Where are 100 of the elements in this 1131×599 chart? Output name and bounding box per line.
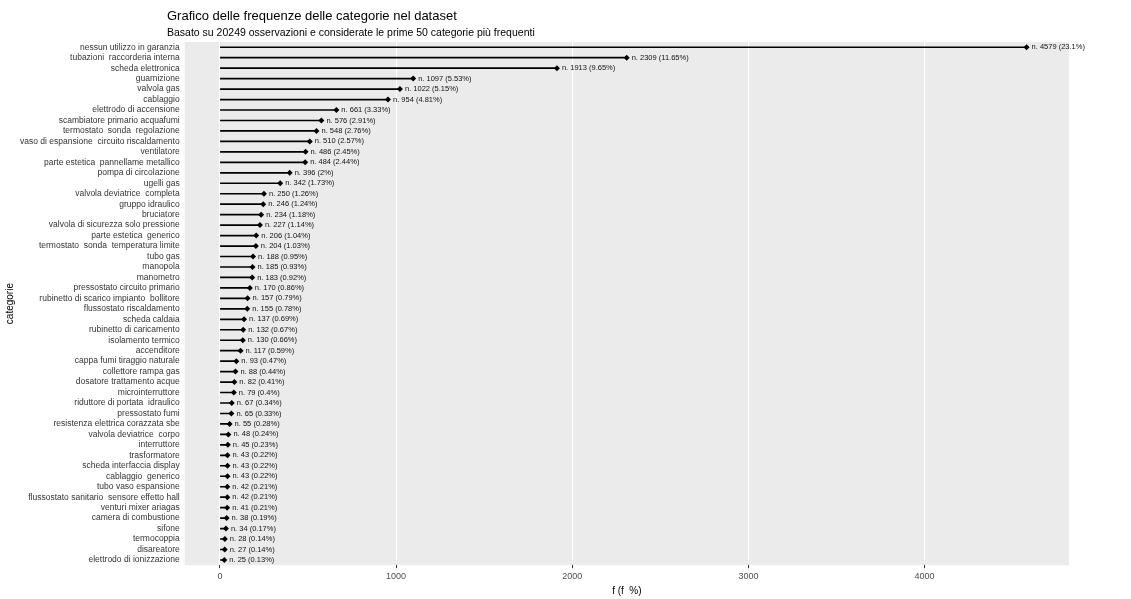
point xyxy=(258,211,265,218)
y-tick-label: manometro xyxy=(136,271,180,282)
y-tick-label: manopola xyxy=(142,261,180,272)
point xyxy=(260,201,267,208)
point xyxy=(553,65,560,72)
y-tick-label: termostato sonda regolazione xyxy=(62,125,180,136)
point xyxy=(226,420,233,427)
y-tick-label: isolamento termico xyxy=(108,334,180,345)
x-axis-title: f (f %) xyxy=(612,584,642,596)
point xyxy=(286,169,293,176)
y-tick-label: gruppo idraulico xyxy=(119,198,180,209)
x-tick-label: 1000 xyxy=(386,571,407,582)
point xyxy=(253,232,260,239)
point xyxy=(240,326,247,333)
point xyxy=(228,410,235,417)
x-tick-label: 0 xyxy=(217,571,223,582)
y-tick-label: camera di combustione xyxy=(91,512,180,523)
y-tick-label: dosatore trattamento acque xyxy=(75,376,180,387)
point xyxy=(623,54,630,61)
y-tick-label: tubazioni raccorderia interna xyxy=(70,52,180,63)
y-tick-label: flussostato sanitario sensore effetto hall xyxy=(28,491,180,502)
point xyxy=(252,243,259,250)
point xyxy=(302,148,309,155)
y-tick-label: disareatore xyxy=(137,543,180,554)
y-axis-title: categorie xyxy=(3,282,15,325)
chart-subtitle: Basato su 20249 osservazioni e considerate le prime 50 categorie più frequenti xyxy=(167,26,535,38)
point xyxy=(224,473,231,480)
y-tick-label: parte estetica pannellame metallico xyxy=(44,156,180,167)
point xyxy=(237,347,244,354)
point xyxy=(244,305,251,312)
y-tick-label: scambiatore primario acquafumi xyxy=(58,114,180,125)
point xyxy=(224,462,231,469)
y-tick-label: collettore rampa gas xyxy=(102,365,180,376)
point xyxy=(230,389,237,396)
y-tick-label: rubinetto di caricamento xyxy=(88,324,180,335)
point xyxy=(333,107,340,114)
y-tick-label: pressostato circuito primario xyxy=(73,282,180,293)
y-tick-label: ventilatore xyxy=(140,146,180,157)
point xyxy=(246,284,253,291)
y-tick-label: scheda interfaccia display xyxy=(82,460,181,471)
point xyxy=(228,400,235,407)
chart-title: Grafico delle frequenze delle categorie nel dataset xyxy=(167,8,457,23)
y-tick-label: guarnizione xyxy=(135,72,180,83)
point xyxy=(244,295,251,302)
y-tick-label: accenditore xyxy=(135,345,180,356)
y-tick-label: vaso di espansione circuito riscaldamento xyxy=(19,135,180,146)
point xyxy=(225,431,232,438)
point xyxy=(396,86,403,93)
point xyxy=(306,138,313,145)
point xyxy=(318,117,325,124)
x-tick-label: 2000 xyxy=(562,571,583,582)
y-tick-label: bruciatore xyxy=(141,209,180,219)
y-tick-label: parte estetica generico xyxy=(91,229,180,240)
y-tick-label: elettrodo di ionizzazione xyxy=(88,554,180,565)
y-tick-label: valvola gas xyxy=(137,83,180,94)
y-tick-label: interruttore xyxy=(138,439,180,450)
point xyxy=(224,483,231,490)
y-tick-label: flussostato riscaldamento xyxy=(83,303,180,314)
y-tick-label: valvola deviatrice completa xyxy=(75,188,180,199)
point xyxy=(256,222,263,229)
point xyxy=(313,127,320,134)
point xyxy=(249,274,256,281)
x-tick-label: 4000 xyxy=(914,571,935,582)
y-tick-label: scheda elettronica xyxy=(110,62,180,73)
point xyxy=(302,159,309,166)
point xyxy=(250,253,257,260)
point xyxy=(249,263,256,270)
y-tick-label: cappa fumi tiraggio naturale xyxy=(74,355,180,366)
point xyxy=(410,75,417,82)
point xyxy=(239,337,246,344)
point xyxy=(224,504,231,511)
point xyxy=(241,316,248,323)
y-tick-label: venturi mixer ariagas xyxy=(100,501,180,512)
y-tick-label: pressostato fumi xyxy=(117,407,180,418)
y-tick-label: elettrodo di accensione xyxy=(92,104,180,115)
point xyxy=(224,494,231,501)
y-tick-label: rubinetto di scarico impianto bollitore xyxy=(39,292,180,303)
x-tick-label: 3000 xyxy=(738,571,759,582)
y-tick-label: cablaggio generico xyxy=(105,470,180,481)
y-tick-label: pompa di circolazione xyxy=(97,167,180,178)
y-tick-label: tubo gas xyxy=(147,250,180,261)
y-tick-label: sifone xyxy=(157,522,180,533)
point xyxy=(231,379,238,386)
y-tick-label: termocoppia xyxy=(132,533,180,544)
y-tick-label: nessun utilizzo in garanzia xyxy=(79,41,180,52)
point xyxy=(224,452,231,459)
y-tick-label: tubo vaso espansione xyxy=(96,481,180,492)
point xyxy=(1023,44,1030,51)
y-tick-label: resistenza elettrica corazzata sbe xyxy=(53,418,180,429)
y-tick-label: termostato sonda temperatura limite xyxy=(38,240,180,251)
point xyxy=(233,358,240,365)
y-tick-label: microinterruttore xyxy=(117,386,180,397)
y-tick-label: ugelli gas xyxy=(143,177,180,188)
y-tick-label: trasformatore xyxy=(129,449,180,460)
point xyxy=(277,180,284,187)
point xyxy=(260,190,267,197)
y-tick-label: valvola deviatrice corpo xyxy=(88,428,180,439)
point xyxy=(224,441,231,448)
y-tick-label: riduttore di portata idraulico xyxy=(74,397,180,408)
y-tick-label: valvola di sicurezza solo pressione xyxy=(48,219,180,230)
